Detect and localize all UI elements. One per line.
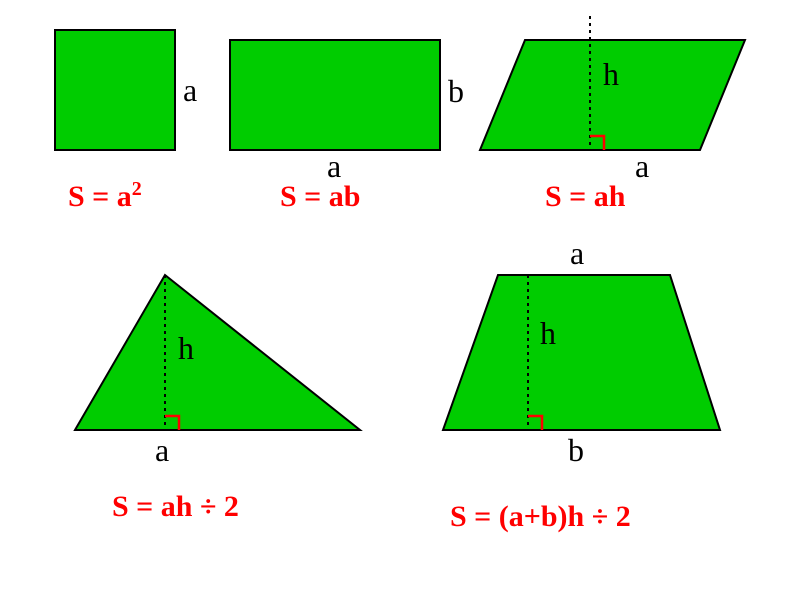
parallelogram-formula: S = ah [545, 180, 625, 214]
square-formula: S = a2 [68, 178, 142, 214]
trapezoid-shape [443, 275, 720, 430]
rectangle-formula: S = ab [280, 180, 360, 214]
rectangle-label-b: b [448, 73, 464, 110]
triangle-formula: S = ah ÷ 2 [112, 490, 239, 524]
triangle-label-a: a [155, 432, 169, 469]
trapezoid-formula: S = (a+b)h ÷ 2 [450, 500, 631, 534]
rectangle-shape [230, 40, 440, 150]
parallelogram-label-a: a [635, 148, 649, 185]
square-shape [55, 30, 175, 150]
trapezoid-label-b: b [568, 432, 584, 469]
trapezoid-label-a: a [570, 235, 584, 272]
square-label-a: a [183, 72, 197, 109]
trapezoid-label-h: h [540, 315, 556, 352]
parallelogram-label-h: h [603, 56, 619, 93]
triangle-shape [75, 275, 360, 430]
triangle-label-h: h [178, 330, 194, 367]
